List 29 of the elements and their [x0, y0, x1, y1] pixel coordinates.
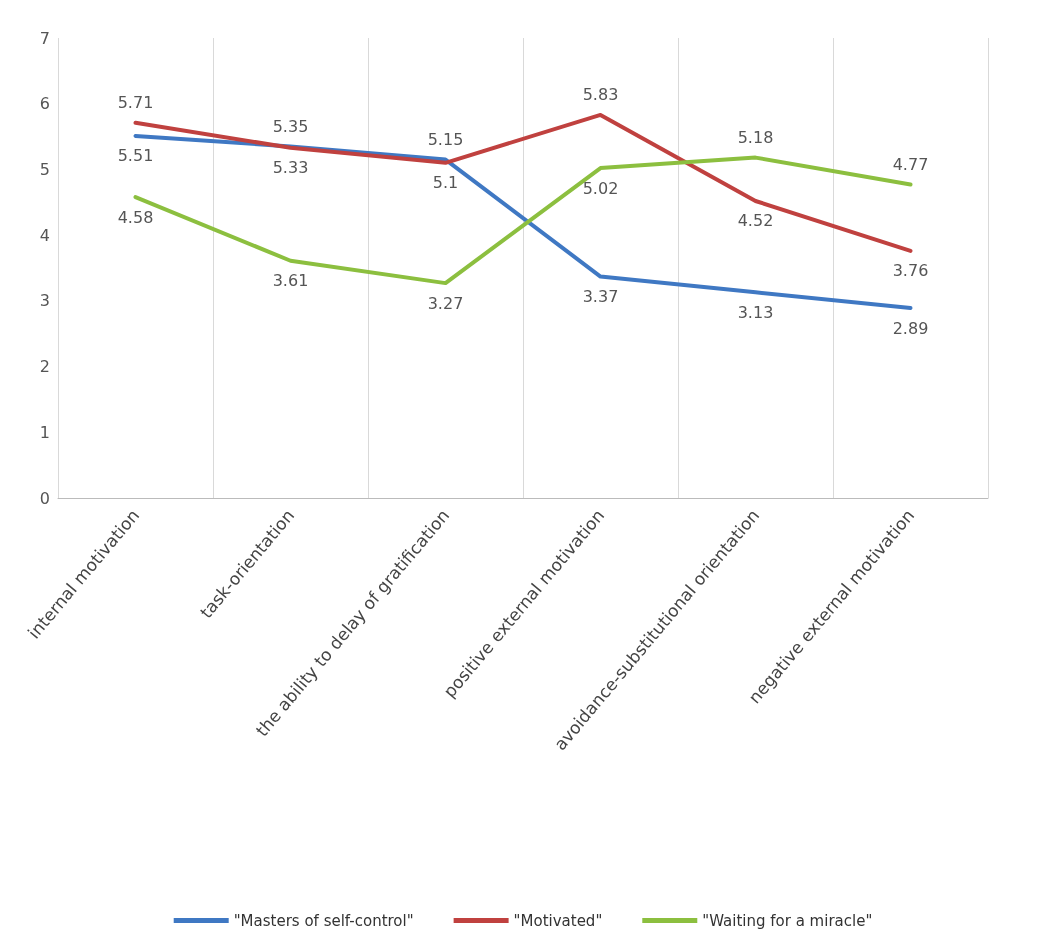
y-tick-label: 0: [39, 488, 50, 508]
y-tick-label: 2: [39, 357, 50, 377]
y-tick-label: 1: [39, 422, 50, 442]
legend-label: "Motivated": [513, 911, 603, 930]
data-label: 3.37: [582, 287, 619, 307]
data-label: 5.35: [272, 116, 309, 136]
y-tick-label: 5: [39, 159, 50, 179]
data-label: 4.52: [737, 211, 774, 231]
y-tick-label: 6: [39, 94, 50, 114]
y-tick-label: 7: [39, 28, 50, 48]
data-label: 5.1: [432, 173, 459, 193]
y-tick-label: 3: [39, 291, 50, 311]
legend-label: "Waiting for a miracle": [702, 911, 873, 930]
data-label: 3.76: [892, 261, 929, 281]
data-label: 2.89: [892, 318, 929, 338]
data-label: 4.58: [117, 207, 154, 227]
data-label: 3.13: [737, 302, 774, 322]
data-label: 3.61: [272, 271, 309, 291]
data-label: 5.83: [582, 85, 619, 105]
data-label: 5.18: [737, 128, 774, 148]
data-label: 5.33: [272, 158, 309, 178]
data-label: 5.71: [117, 93, 154, 113]
data-label: 5.15: [427, 130, 464, 150]
legend-label: "Masters of self-control": [233, 911, 414, 930]
y-tick-label: 4: [39, 225, 50, 245]
data-label: 5.51: [117, 146, 154, 166]
data-label: 5.02: [582, 178, 619, 198]
data-label: 4.77: [892, 155, 929, 175]
data-label: 3.27: [427, 293, 464, 313]
